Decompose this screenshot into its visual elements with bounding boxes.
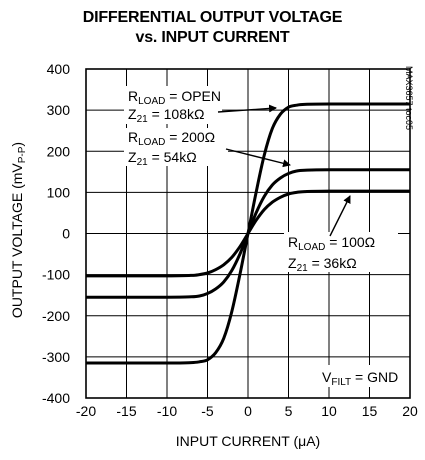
condition-label-sub: FILT	[331, 377, 351, 388]
label-background	[318, 365, 408, 387]
series-label-1-z21-sub: 21	[137, 114, 149, 125]
series-label-1-rload-sub: LOAD	[138, 96, 165, 107]
y-tick-label: -200	[42, 308, 70, 324]
series-label-1-z21-main: Z	[128, 106, 137, 122]
condition-label-main: V	[322, 369, 332, 385]
series-label-1-rload: RLOAD = OPEN	[128, 88, 221, 107]
series-label-2-z21-rest: = 54kΩ	[148, 149, 197, 165]
x-tick-label: -5	[201, 403, 214, 419]
series-label-3-rload-main: R	[288, 234, 298, 250]
plot-frame	[85, 68, 411, 399]
series-label-2-z21-sub: 21	[137, 157, 149, 168]
label-background	[124, 86, 222, 124]
x-tick-label: 10	[321, 403, 337, 419]
series-label-2-z21: Z21 = 54kΩ	[128, 149, 197, 168]
series-label-3-z21-rest: = 36kΩ	[308, 255, 357, 271]
series-label-3-rload: RLOAD = 100Ω	[288, 234, 375, 253]
series-label-3-rload-sub: LOAD	[298, 242, 325, 253]
chart-title: DIFFERENTIAL OUTPUT VOLTAGE vs. INPUT CU…	[0, 8, 425, 48]
y-tick-label: 300	[47, 102, 71, 118]
label-background	[124, 128, 228, 166]
series-label-1-rload-rest: = OPEN	[165, 88, 221, 104]
x-tick-label: 20	[402, 403, 418, 419]
series-curve-3	[85, 189, 410, 278]
y-tick-label: -300	[42, 349, 70, 365]
tick-labels: -20 -15 -10 -5 0 5 10 15 20 400 300 200 100 0 -100 -200…	[42, 61, 418, 419]
pointer-arrow-1	[217, 104, 277, 113]
pointer-arrow-3	[329, 195, 351, 237]
series-label-3-rload-rest: = 100Ω	[325, 234, 375, 250]
y-axis-label: OUTPUT VOLTAGE (mVP-P)	[9, 142, 28, 318]
data-curves	[85, 102, 411, 365]
y-axis-label-sub: P-P	[17, 146, 28, 163]
y-tick-label: 0	[62, 226, 70, 242]
y-tick-label: -400	[42, 390, 70, 406]
series-label-2-rload-rest: = 200Ω	[165, 129, 215, 145]
chart-title-line2: vs. INPUT CURRENT	[135, 29, 290, 46]
pointer-arrow-2	[225, 148, 291, 168]
x-tick-label: -10	[157, 403, 177, 419]
series-label-2-rload: RLOAD = 200Ω	[128, 129, 215, 148]
x-tick-label: 15	[362, 403, 378, 419]
y-tick-label: 400	[47, 61, 71, 77]
series-label-1-rload-main: R	[128, 88, 138, 104]
condition-label: VFILT = GND	[322, 369, 398, 388]
series-label-1-z21: Z21 = 108kΩ	[128, 106, 204, 125]
series-label-2-rload-sub: LOAD	[138, 137, 165, 148]
series-label-3-z21-main: Z	[288, 255, 297, 271]
series-label-1-z21-rest: = 108kΩ	[148, 106, 205, 122]
condition-label-rest: = GND	[351, 369, 398, 385]
x-tick-label: 5	[285, 403, 293, 419]
y-tick-label: -100	[42, 267, 70, 283]
y-tick-label: 200	[47, 143, 71, 159]
x-tick-label: 0	[244, 403, 252, 419]
series-label-3-z21: Z21 = 36kΩ	[288, 255, 357, 274]
series-label-2-rload-main: R	[128, 129, 138, 145]
figure-code: MAX3657 toc05	[404, 66, 414, 130]
x-tick-label: -20	[76, 403, 96, 419]
chart-title-line1: DIFFERENTIAL OUTPUT VOLTAGE	[82, 9, 343, 26]
y-tick-label: 100	[47, 184, 71, 200]
label-background	[284, 232, 398, 272]
x-axis-label: INPUT CURRENT (μA)	[176, 433, 320, 449]
x-tick-label: -15	[116, 403, 136, 419]
series-label-2-z21-main: Z	[128, 149, 137, 165]
series-label-3-z21-sub: 21	[297, 263, 309, 274]
